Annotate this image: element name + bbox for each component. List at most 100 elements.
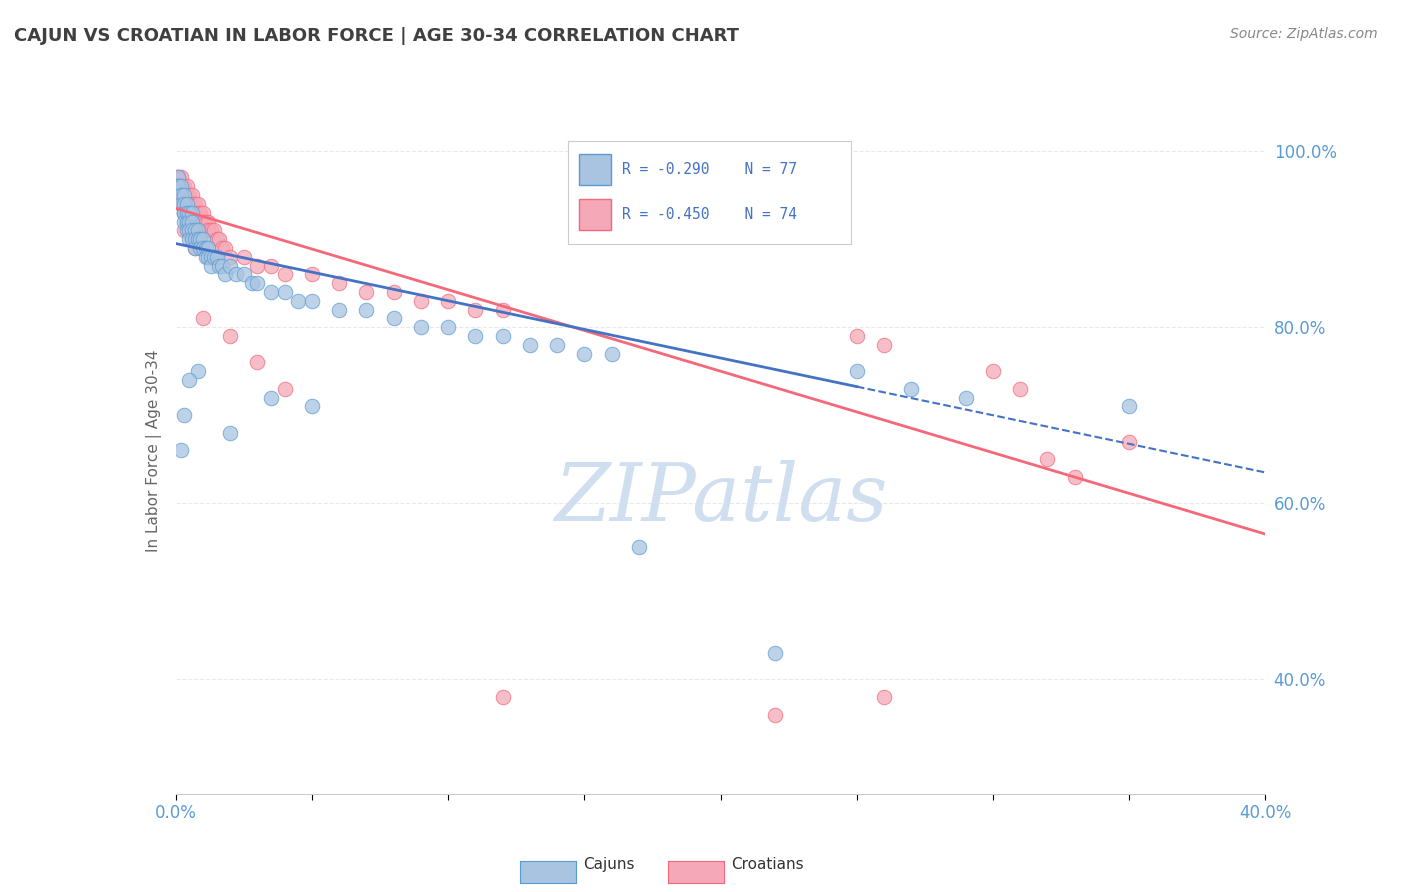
Point [200,259,222,273]
Point [194,214,217,228]
Point [1118,400,1140,414]
Point [167,179,190,194]
Point [184,223,207,237]
Point [186,205,209,219]
Point [202,223,225,237]
Point [173,188,195,202]
Point [464,329,486,343]
Point [191,232,214,246]
Point [274,285,297,299]
Point [627,541,650,555]
Point [173,197,195,211]
Point [845,329,868,343]
Point [1010,382,1032,396]
Point [173,214,195,228]
Point [202,250,225,264]
Point [173,205,195,219]
Point [211,259,233,273]
Point [176,214,198,228]
Point [600,346,623,360]
Point [170,188,193,202]
Point [208,232,231,246]
Point [301,293,323,308]
Point [955,391,977,405]
Point [188,214,211,228]
Point [208,259,231,273]
Point [437,293,460,308]
Point [873,690,896,704]
Point [167,179,190,194]
Point [191,214,214,228]
Point [356,302,378,317]
Point [167,179,190,194]
Point [194,223,217,237]
Point [170,188,193,202]
Point [200,223,222,237]
Point [1063,470,1085,484]
Point [173,223,195,237]
Point [246,259,269,273]
Point [170,188,193,202]
Point [240,276,263,290]
Point [197,250,219,264]
Point [188,241,211,255]
Point [260,285,283,299]
Point [519,338,541,352]
Point [170,179,193,194]
Point [246,276,269,290]
Point [260,259,283,273]
Point [574,346,596,360]
Point [186,197,209,211]
Point [194,250,217,264]
Point [232,250,254,264]
Point [197,223,219,237]
Point [437,320,460,334]
Point [184,232,207,246]
Point [260,391,283,405]
Point [328,302,350,317]
Point [1118,434,1140,449]
Point [179,214,201,228]
Point [179,373,201,387]
Point [173,205,195,219]
Point [184,197,207,211]
Point [170,170,193,185]
Point [173,409,195,423]
Point [900,382,922,396]
Point [301,268,323,282]
Point [1036,452,1059,467]
Point [173,188,195,202]
Point [179,188,201,202]
Point [205,250,228,264]
Point [186,232,209,246]
Point [170,179,193,194]
Point [546,338,568,352]
Point [763,646,786,660]
Point [409,320,432,334]
Point [219,250,242,264]
Point [219,329,242,343]
Point [219,425,242,440]
Point [873,338,896,352]
Point [181,223,204,237]
Point [179,232,201,246]
Point [179,205,201,219]
Point [188,205,211,219]
Point [173,197,195,211]
Point [176,197,198,211]
Text: CAJUN VS CROATIAN IN LABOR FORCE | AGE 30-34 CORRELATION CHART: CAJUN VS CROATIAN IN LABOR FORCE | AGE 3… [14,27,740,45]
Point [763,707,786,722]
Text: Croatians: Croatians [731,857,804,872]
Point [197,214,219,228]
Point [382,285,405,299]
Point [179,197,201,211]
Point [845,364,868,378]
Point [219,259,242,273]
Point [179,223,201,237]
Point [167,170,190,185]
Point [179,223,201,237]
Point [191,311,214,326]
Point [211,241,233,255]
Point [170,188,193,202]
Point [194,241,217,255]
